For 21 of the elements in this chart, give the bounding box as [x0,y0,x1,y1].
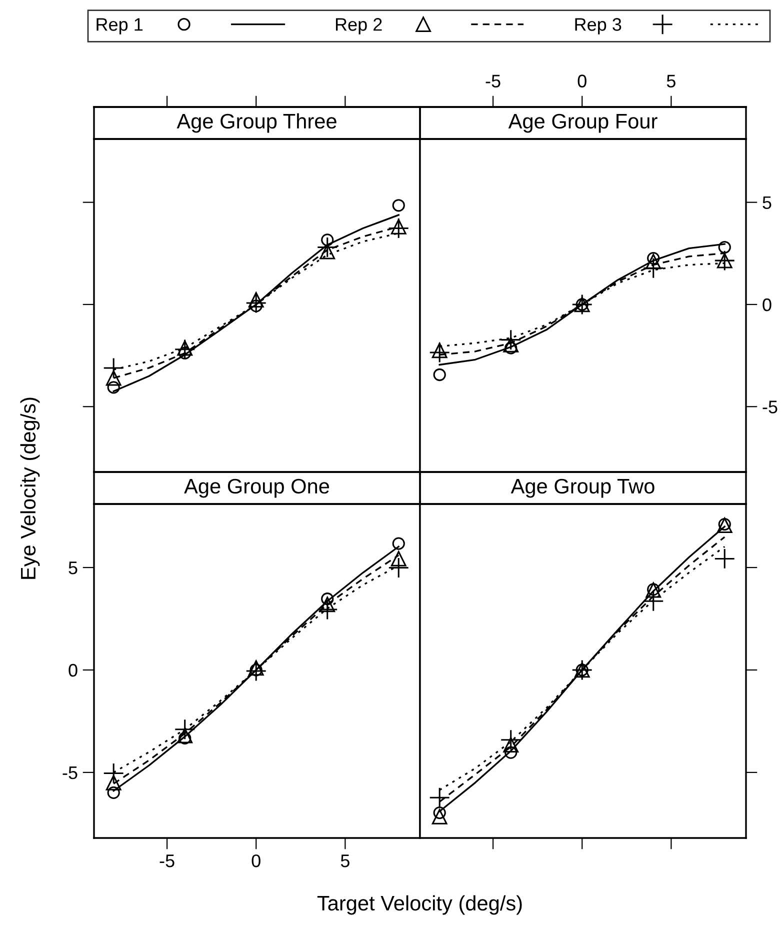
x-tick-label: 5 [666,74,676,88]
y-axis-title: Eye Velocity (deg/s) [20,398,40,579]
x-tick-label: 0 [252,854,260,868]
y-tick-label: 5 [68,562,78,574]
x-axis-title: Target Velocity (deg/s) [317,895,522,915]
chart-title: Age Group Three [176,113,336,133]
chart-title: Age Group Four [508,114,658,133]
y-tick-label: -5 [762,400,778,414]
x-tick-label: -5 [486,74,500,88]
x-tick-label: 5 [340,854,350,868]
x-tick-label: 0 [578,74,586,88]
legend-label: Rep 2 [336,18,382,34]
x-tick-label: -5 [160,854,174,868]
chart-title: Age Group Two [510,478,654,498]
y-tick-label: 0 [68,664,78,677]
y-tick-label: 5 [762,196,772,210]
legend-label: Rep 3 [575,18,622,34]
legend-label: Rep 1 [96,18,143,34]
y-tick-label: -5 [62,766,78,780]
chart-title: Age Group One [184,478,330,498]
y-tick-label: 0 [762,298,772,312]
